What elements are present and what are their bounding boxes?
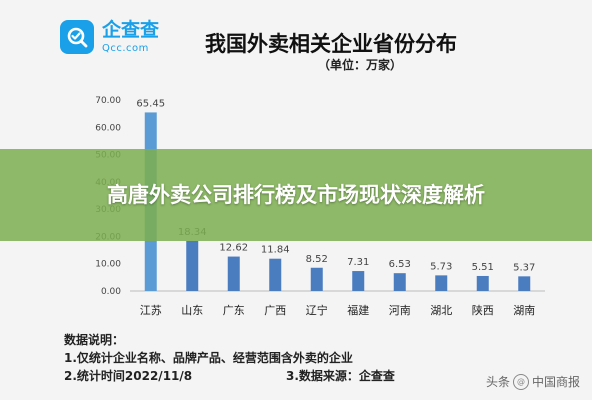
bar-value-label: 5.73 [430, 261, 452, 272]
category-label: 福建 [347, 303, 369, 317]
category-label: 河南 [389, 304, 411, 317]
bar-value-label: 65.45 [136, 98, 165, 109]
notes-item-2: 2.统计时间2022/11/8 [64, 369, 193, 383]
y-tick-label: 0.00 [101, 287, 121, 297]
bar [269, 258, 282, 291]
watermark-prefix: 头条 [485, 375, 510, 389]
banner-text: 高唐外卖公司排行榜及市场现状深度解析 [107, 182, 485, 207]
y-tick-label: 10.00 [95, 260, 121, 270]
notes-item-1: 1.仅统计企业名称、品牌产品、经营范围含外卖的企业 [64, 351, 353, 365]
bar [310, 267, 323, 291]
category-label: 广西 [264, 304, 286, 317]
category-label: 辽宁 [306, 303, 328, 317]
bar [352, 271, 365, 291]
bar-value-label: 7.31 [347, 257, 369, 268]
category-label: 陕西 [472, 303, 494, 317]
bar [393, 273, 406, 291]
chart-title: 我国外卖相关企业省份分布 [205, 32, 457, 56]
bar [435, 275, 448, 291]
y-tick-label: 70.00 [95, 96, 121, 106]
category-label: 湖南 [513, 304, 535, 317]
bar [186, 240, 199, 291]
notes-item-3: 3.数据来源：企查查 [286, 369, 395, 383]
bar-value-label: 12.62 [219, 243, 248, 254]
logo-name: 企查查 [102, 18, 160, 41]
category-label: 湖北 [430, 304, 452, 317]
bar-value-label: 5.51 [472, 262, 494, 273]
y-tick-label: 60.00 [95, 123, 121, 133]
bar [476, 275, 489, 291]
bar-value-label: 8.52 [306, 254, 328, 265]
notes-heading: 数据说明： [64, 333, 125, 347]
headline-banner: 高唐外卖公司排行榜及市场现状深度解析 [0, 149, 592, 241]
at-icon: @ [512, 373, 529, 390]
qcc-logo-icon [60, 20, 94, 54]
bar-value-label: 11.84 [261, 245, 290, 256]
bar-value-label: 5.37 [513, 262, 535, 273]
bar [227, 256, 240, 291]
bar-value-label: 6.53 [389, 259, 411, 270]
category-label: 广东 [223, 304, 245, 317]
source-watermark: 头条 @ 中国商报 [486, 373, 580, 390]
data-notes: 数据说明： 1.仅统计企业名称、品牌产品、经营范围含外卖的企业 2.统计时间20… [64, 331, 395, 385]
logo-domain: Qcc.com [102, 42, 149, 54]
category-label: 江苏 [140, 304, 162, 317]
chart-subtitle: （单位：万家） [318, 58, 403, 72]
category-label: 山东 [181, 304, 203, 317]
watermark-name: 中国商报 [531, 375, 580, 389]
qcc-logo: 企查查 Qcc.com [60, 20, 159, 54]
bar [518, 276, 531, 291]
